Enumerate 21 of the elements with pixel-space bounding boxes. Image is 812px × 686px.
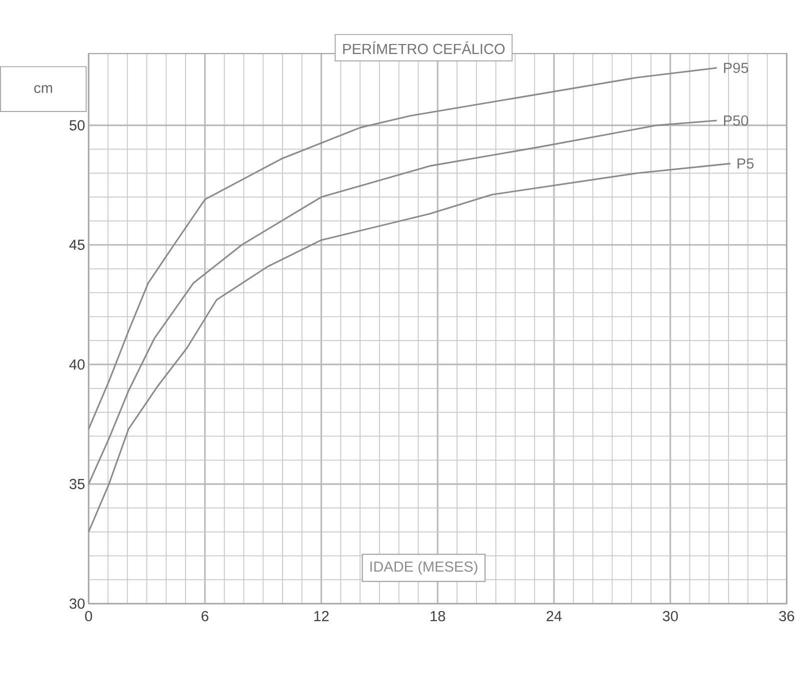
y-tick-label: 35 <box>70 478 85 490</box>
series-label: P50 <box>724 115 748 126</box>
x-tick-label: 12 <box>314 610 329 621</box>
line-series <box>88 162 732 532</box>
x-tick-label: 30 <box>662 610 678 622</box>
line-series <box>88 66 718 430</box>
x-axis-title: IDADE (MESES) <box>370 560 478 574</box>
y-tick-label: 30 <box>70 598 85 609</box>
x-tick-label: 36 <box>779 610 794 622</box>
line-series <box>88 120 718 485</box>
y-tick-label: 50 <box>70 120 85 130</box>
y-tick-label: 40 <box>69 359 85 370</box>
x-tick-label: 0 <box>85 610 92 622</box>
series-label: P5 <box>738 158 754 168</box>
series-label: P95 <box>724 62 748 73</box>
y-axis-title: cm <box>34 84 52 93</box>
x-tick-label: 6 <box>202 610 208 622</box>
x-tick-label: 18 <box>430 610 446 622</box>
chart-title: PERÍMETRO CEFÁLICO <box>343 41 505 54</box>
y-tick-label: 45 <box>69 240 85 250</box>
x-tick-label: 24 <box>546 610 562 621</box>
